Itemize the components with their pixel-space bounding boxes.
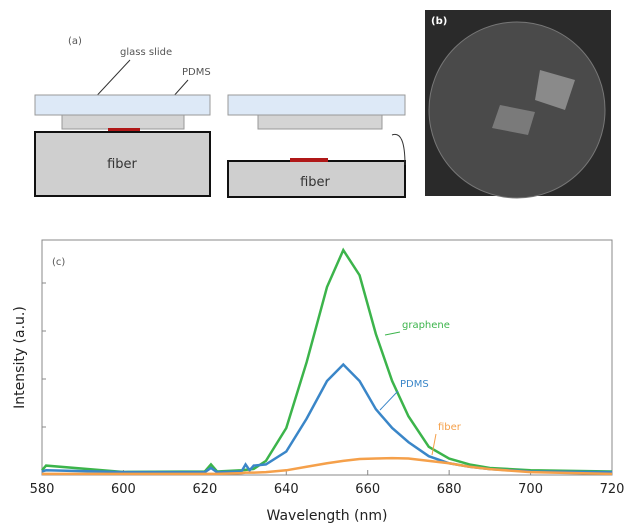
flake (535, 70, 575, 110)
series-line (41, 247, 613, 474)
sample (290, 158, 328, 162)
panel-a: (a) glass slide PDMS fiber fiber (34, 36, 406, 198)
label-leader (431, 433, 437, 456)
x-tick-label: 620 (192, 482, 217, 497)
x-tick-label: 700 (518, 482, 543, 497)
label-leader (384, 331, 401, 336)
x-tick-label: 640 (274, 482, 299, 497)
arrow (391, 133, 406, 166)
series-line (42, 456, 613, 476)
glass-slide (227, 94, 406, 116)
y-axis-label: Intensity (a.u.) (12, 306, 28, 409)
plot-frame (41, 239, 613, 476)
x-tick-label: 580 (30, 482, 55, 497)
panel-label: (b) (431, 16, 447, 27)
series-label: graphene (402, 320, 450, 331)
label-fiber: fiber (107, 157, 137, 172)
sample (108, 128, 140, 132)
series-line (41, 362, 613, 474)
label-leader (379, 390, 399, 411)
x-tick-label: 660 (355, 482, 380, 497)
fiber (34, 131, 211, 197)
x-tick-label: 600 (111, 482, 136, 497)
panel-c: 580 600 620 640 660 680 700 720 Wavelength (nm) I… (12, 239, 624, 524)
x-tick-label: 720 (600, 482, 624, 497)
flake (492, 105, 535, 135)
pdms (61, 114, 185, 130)
panel-label: (c) (52, 257, 65, 268)
series-label: fiber (438, 422, 462, 433)
series-label: PDMS (400, 379, 429, 390)
panel-label: (a) (68, 36, 82, 47)
fiber (227, 160, 406, 198)
label-fiber: fiber (300, 175, 330, 190)
pdms (257, 114, 383, 130)
label-glass-slide: glass slide (120, 47, 172, 58)
label-pdms: PDMS (182, 67, 211, 78)
x-tick-label: 680 (437, 482, 462, 497)
glass-slide (34, 94, 211, 116)
x-axis-label: Wavelength (nm) (267, 508, 388, 524)
panel-b: (b) (425, 10, 611, 199)
